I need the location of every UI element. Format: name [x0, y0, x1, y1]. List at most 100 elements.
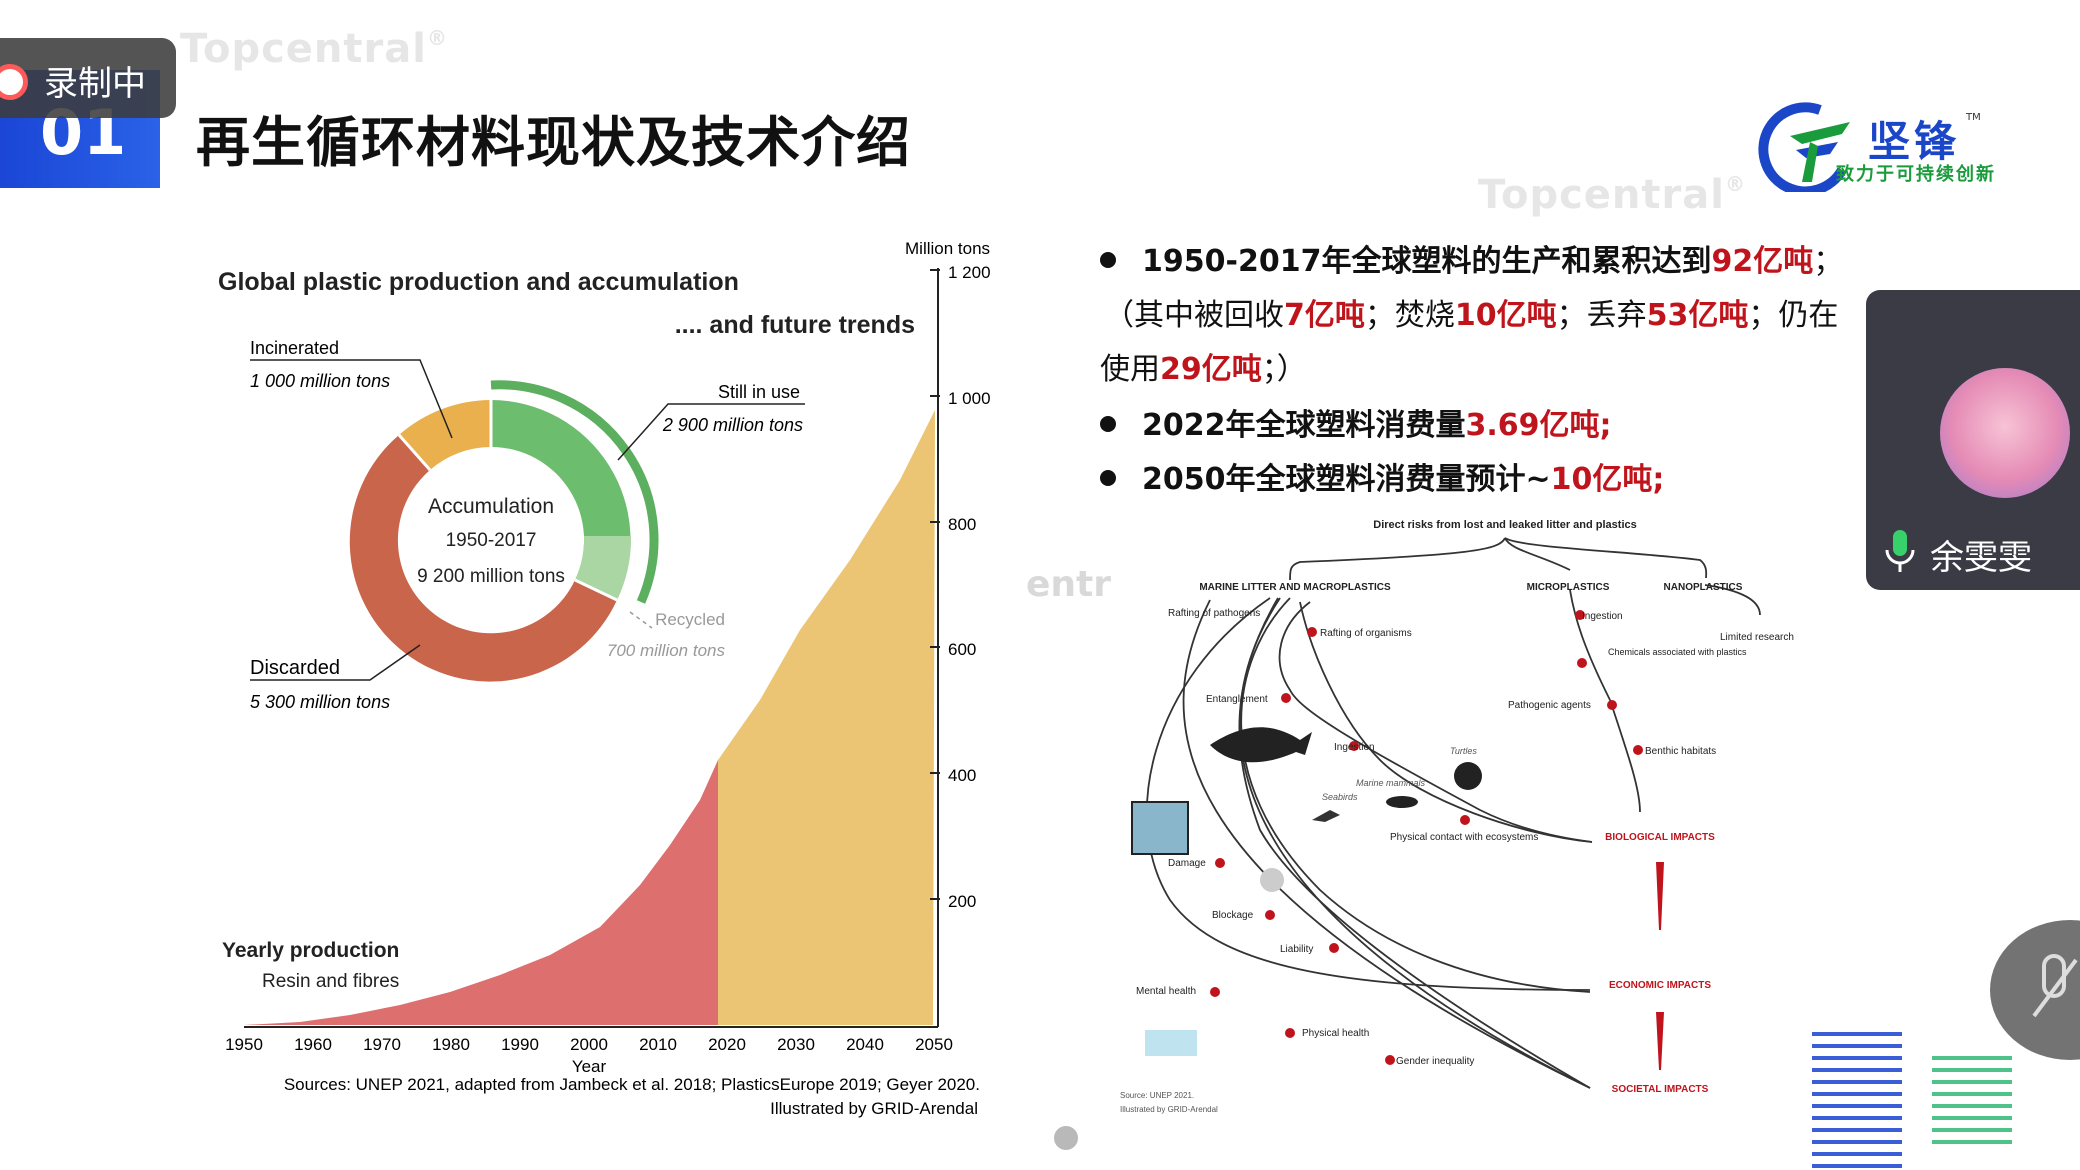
watermark-right: Topcentral® [1478, 172, 1746, 218]
node-gender-inequality: Gender inequality [1396, 1056, 1474, 1067]
y-tick-label: 600 [948, 640, 976, 659]
y-tick-label: 1 200 [948, 263, 991, 282]
recording-label: 录制中 [44, 64, 146, 104]
y-tick-label: 800 [948, 515, 976, 534]
cat-microplastics: MICROPLASTICS [1527, 582, 1610, 593]
accum-years: 1950-2017 [446, 530, 537, 551]
economic-impacts: ECONOMIC IMPACTS [1609, 980, 1711, 991]
still-in-use-value: 2 900 million tons [662, 415, 803, 435]
bullet-1-detail-line2: 使用29亿吨；） [1100, 352, 1307, 387]
x-tick-label: 2000 [570, 1035, 608, 1054]
node-physical-health: Physical health [1302, 1028, 1369, 1039]
x-tick-label: 1970 [363, 1035, 401, 1054]
figure-subtitle: .... and future trends [675, 311, 915, 339]
participant-name: 余雯雯 [1930, 538, 2032, 578]
figure-illustrated: Illustrated by GRID-Arendal [770, 1099, 978, 1118]
company-slogan: 致力于可持续创新 [1836, 164, 1996, 185]
accumulation-donut [349, 380, 659, 682]
trademark: TM [1966, 112, 1981, 123]
y-tick-label: 1 000 [948, 389, 991, 408]
ship-wreck-icon [1131, 801, 1189, 855]
x-tick-label: 1980 [432, 1035, 470, 1054]
node-rafting-organisms: Rafting of organisms [1320, 628, 1412, 639]
node-seabirds: Seabirds [1322, 792, 1358, 802]
incinerated-segment [399, 400, 491, 470]
bullet-dot-icon [1100, 415, 1116, 432]
incinerated-label: Incinerated [250, 338, 339, 358]
diagram-source: Source: UNEP 2021. [1120, 1091, 1194, 1100]
figure-sources: Sources: UNEP 2021, adapted from Jambeck… [284, 1075, 980, 1094]
node-entanglement: Entanglement [1206, 694, 1268, 705]
still-in-use-label: Still in use [718, 382, 800, 402]
x-tick-label: 2050 [915, 1035, 953, 1054]
bullet-2: 2022年全球塑料消费量3.69亿吨; [1100, 400, 1612, 444]
accum-title: Accumulation [428, 495, 554, 518]
societal-impacts: SOCIETAL IMPACTS [1612, 1084, 1709, 1095]
bullet-dot-icon [1100, 469, 1116, 486]
discarded-segment [349, 435, 617, 682]
cat-macroplastics: MARINE LITTER AND MACROPLASTICS [1199, 582, 1391, 593]
unit-label: Million tons [905, 239, 990, 258]
y-axis: 1 200 1 000 800 600 400 200 Million tons [905, 239, 991, 911]
participant-avatar [1940, 368, 2070, 498]
yearly-title: Yearly production [222, 939, 399, 962]
node-limited-research: Limited research [1720, 632, 1794, 643]
node-physical-contact: Physical contact with ecosystems [1390, 832, 1538, 843]
recycled-value: 700 million tons [607, 641, 726, 660]
discarded-label: Discarded [250, 657, 340, 679]
x-tick-label: 1950 [225, 1035, 263, 1054]
company-name: 坚锋 [1868, 117, 1961, 166]
incinerated-value: 1 000 million tons [250, 371, 390, 391]
whale-icon [1210, 727, 1312, 763]
microphone-icon[interactable] [1880, 528, 1920, 576]
plastic-risks-diagram: Direct risks from lost and leaked litter… [1120, 519, 1794, 1114]
mic-muted-icon [2032, 954, 2078, 1018]
node-damage: Damage [1168, 858, 1206, 869]
x-tick-label: 1960 [294, 1035, 332, 1054]
y-tick-label: 200 [948, 892, 976, 911]
turtle-icon [1454, 762, 1482, 790]
node-ingestion: Ingestion [1334, 742, 1375, 753]
plastic-production-figure: 1 200 1 000 800 600 400 200 Million tons… [218, 239, 991, 1118]
marine-mammal-icon [1386, 796, 1418, 808]
slide-progress-dot[interactable] [1054, 1126, 1078, 1150]
recycled-segment [575, 536, 632, 600]
x-tick-label: 2020 [708, 1035, 746, 1054]
discarded-value: 5 300 million tons [250, 692, 390, 712]
node-micro-ingestion: Ingestion [1582, 611, 1623, 622]
seabird-icon [1312, 810, 1340, 822]
node-chemicals: Chemicals associated with plastics [1608, 647, 1747, 657]
company-logo-icon [1758, 102, 1850, 192]
figure-title: Global plastic production and accumulati… [218, 268, 739, 296]
node-pathogenic-agents: Pathogenic agents [1508, 700, 1591, 711]
accum-total: 9 200 million tons [417, 566, 565, 587]
swimmer-icon [1145, 1030, 1197, 1056]
x-axis-label: Year [572, 1057, 607, 1076]
x-axis: 1950 1960 1970 1980 1990 2000 2010 2020 … [225, 1035, 953, 1076]
bullet-1-detail-line1: （其中被回收7亿吨；焚烧10亿吨；丢弃53亿吨；仍在 [1104, 298, 1839, 333]
yearly-sub: Resin and fibres [262, 971, 399, 992]
historic-production-area [244, 760, 718, 1025]
biological-impacts: BIOLOGICAL IMPACTS [1605, 832, 1715, 843]
cat-nanoplastics: NANOPLASTICS [1664, 582, 1743, 593]
node-marine-mammals: Marine mammals [1356, 778, 1426, 788]
recording-dot-icon [0, 64, 28, 100]
decorative-stripes [1812, 1032, 2012, 1168]
bullet-dot-icon [1100, 251, 1116, 268]
future-production-area [718, 410, 935, 1025]
bullet-3: 2050年全球塑料消费量预计~10亿吨; [1100, 454, 1664, 498]
watermark-fragment: entr [1026, 564, 1112, 605]
x-tick-label: 2010 [639, 1035, 677, 1054]
x-tick-label: 2040 [846, 1035, 884, 1054]
diagram-top-title: Direct risks from lost and leaked litter… [1373, 519, 1636, 531]
y-tick-label: 400 [948, 766, 976, 785]
propeller-icon [1260, 868, 1284, 892]
x-tick-label: 1990 [501, 1035, 539, 1054]
slide-title: 再生循环材料现状及技术介绍 [196, 111, 911, 174]
recording-indicator[interactable] [0, 38, 176, 118]
node-blockage: Blockage [1212, 910, 1254, 921]
diagram-illustrated: Illustrated by GRID-Arendal [1120, 1105, 1218, 1114]
node-liability: Liability [1280, 944, 1313, 955]
watermark-top: Topcentral® [180, 26, 448, 72]
node-benthic-habitats: Benthic habitats [1645, 746, 1716, 757]
